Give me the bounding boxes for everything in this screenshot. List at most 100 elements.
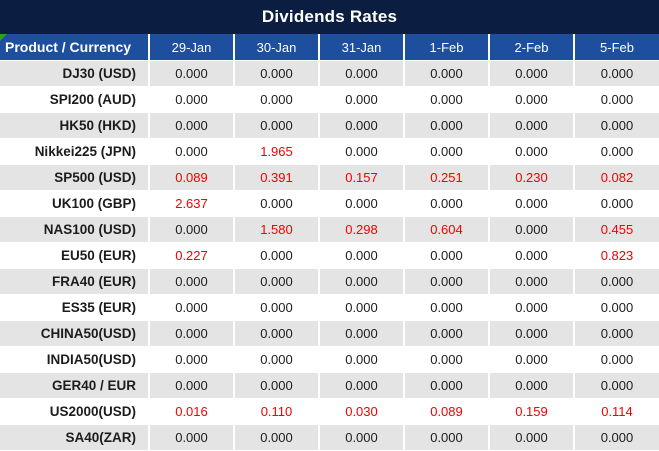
value-cell: 0.000 (235, 243, 320, 269)
value-cell: 0.000 (320, 191, 405, 217)
value-cell: 0.000 (575, 139, 659, 165)
value-cell: 0.298 (320, 217, 405, 243)
value-cell: 0.000 (575, 61, 659, 87)
value-cell: 0.114 (575, 399, 659, 425)
product-cell: ES35 (EUR) (0, 295, 150, 321)
product-cell: FRA40 (EUR) (0, 269, 150, 295)
table-row: ES35 (EUR) 0.000 0.000 0.000 0.000 0.000 0.000 (0, 295, 659, 321)
value-cell: 0.000 (150, 347, 235, 373)
value-cell: 0.000 (490, 139, 575, 165)
value-cell: 0.000 (490, 373, 575, 399)
table-row: US2000(USD) 0.016 0.110 0.030 0.089 0.159 0.11… (0, 399, 659, 425)
date-header-30-jan: 30-Jan (235, 34, 320, 61)
value-cell: 0.000 (235, 295, 320, 321)
value-cell: 0.157 (320, 165, 405, 191)
value-cell: 0.604 (405, 217, 490, 243)
value-cell: 0.000 (575, 321, 659, 347)
value-cell: 0.000 (575, 295, 659, 321)
value-cell: 1.965 (235, 139, 320, 165)
product-cell: US2000(USD) (0, 399, 150, 425)
value-cell: 0.251 (405, 165, 490, 191)
value-cell: 0.000 (490, 425, 575, 451)
value-cell: 0.000 (405, 373, 490, 399)
value-cell: 0.000 (320, 321, 405, 347)
value-cell: 0.000 (575, 347, 659, 373)
value-cell: 0.000 (150, 87, 235, 113)
product-cell: SPI200 (AUD) (0, 87, 150, 113)
table-row: NAS100 (USD) 0.000 1.580 0.298 0.604 0.000 0.4… (0, 217, 659, 243)
value-cell: 0.823 (575, 243, 659, 269)
value-cell: 0.000 (150, 113, 235, 139)
value-cell: 2.637 (150, 191, 235, 217)
value-cell: 0.000 (320, 269, 405, 295)
value-cell: 0.016 (150, 399, 235, 425)
value-cell: 0.030 (320, 399, 405, 425)
value-cell: 0.000 (405, 425, 490, 451)
value-cell: 0.000 (490, 217, 575, 243)
value-cell: 0.000 (405, 321, 490, 347)
table-row: INDIA50(USD) 0.000 0.000 0.000 0.000 0.000 0.0… (0, 347, 659, 373)
product-currency-header-label: Product / Currency (5, 39, 132, 55)
value-cell: 0.000 (490, 113, 575, 139)
table-row: SPI200 (AUD) 0.000 0.000 0.000 0.000 0.000 0.0… (0, 87, 659, 113)
value-cell: 0.000 (405, 295, 490, 321)
value-cell: 0.110 (235, 399, 320, 425)
product-currency-header: Product / Currency (0, 34, 150, 61)
green-corner-triangle-icon (0, 34, 7, 41)
value-cell: 0.089 (405, 399, 490, 425)
value-cell: 0.455 (575, 217, 659, 243)
value-cell: 0.000 (575, 191, 659, 217)
value-cell: 0.000 (405, 269, 490, 295)
value-cell: 0.000 (320, 425, 405, 451)
date-header-1-feb: 1-Feb (405, 34, 490, 61)
date-header-31-jan: 31-Jan (320, 34, 405, 61)
value-cell: 0.230 (490, 165, 575, 191)
value-cell: 0.000 (490, 243, 575, 269)
value-cell: 1.580 (235, 217, 320, 243)
value-cell: 0.000 (490, 347, 575, 373)
title-bar: Dividends Rates (0, 0, 659, 34)
date-header-2-feb: 2-Feb (490, 34, 575, 61)
page-title: Dividends Rates (261, 7, 398, 26)
value-cell: 0.000 (405, 243, 490, 269)
value-cell: 0.000 (150, 61, 235, 87)
value-cell: 0.000 (575, 113, 659, 139)
product-cell: EU50 (EUR) (0, 243, 150, 269)
value-cell: 0.000 (490, 321, 575, 347)
product-cell: SA40(ZAR) (0, 425, 150, 451)
product-cell: Nikkei225 (JPN) (0, 139, 150, 165)
table-row: FRA40 (EUR) 0.000 0.000 0.000 0.000 0.000 0.00… (0, 269, 659, 295)
table-row: GER40 / EUR 0.000 0.000 0.000 0.000 0.000 0.00… (0, 373, 659, 399)
value-cell: 0.000 (320, 139, 405, 165)
value-cell: 0.000 (150, 269, 235, 295)
table-row: SP500 (USD) 0.089 0.391 0.157 0.251 0.230 0.08… (0, 165, 659, 191)
product-cell: UK100 (GBP) (0, 191, 150, 217)
value-cell: 0.000 (150, 139, 235, 165)
value-cell: 0.000 (150, 373, 235, 399)
value-cell: 0.391 (235, 165, 320, 191)
dividends-table: Product / Currency 29-Jan 30-Jan 31-Jan … (0, 34, 659, 451)
value-cell: 0.000 (490, 87, 575, 113)
value-cell: 0.000 (320, 87, 405, 113)
value-cell: 0.227 (150, 243, 235, 269)
product-cell: HK50 (HKD) (0, 113, 150, 139)
value-cell: 0.000 (235, 113, 320, 139)
date-header-29-jan: 29-Jan (150, 34, 235, 61)
product-cell: GER40 / EUR (0, 373, 150, 399)
value-cell: 0.000 (235, 61, 320, 87)
value-cell: 0.000 (575, 87, 659, 113)
value-cell: 0.000 (320, 295, 405, 321)
product-cell: INDIA50(USD) (0, 347, 150, 373)
value-cell: 0.000 (575, 425, 659, 451)
value-cell: 0.082 (575, 165, 659, 191)
date-header-5-feb: 5-Feb (575, 34, 659, 61)
value-cell: 0.000 (405, 113, 490, 139)
header-row: Product / Currency 29-Jan 30-Jan 31-Jan … (0, 34, 659, 61)
value-cell: 0.000 (575, 373, 659, 399)
value-cell: 0.000 (405, 139, 490, 165)
value-cell: 0.000 (320, 347, 405, 373)
value-cell: 0.159 (490, 399, 575, 425)
table-body: DJ30 (USD) 0.000 0.000 0.000 0.000 0.000 0.000… (0, 61, 659, 451)
value-cell: 0.000 (405, 61, 490, 87)
